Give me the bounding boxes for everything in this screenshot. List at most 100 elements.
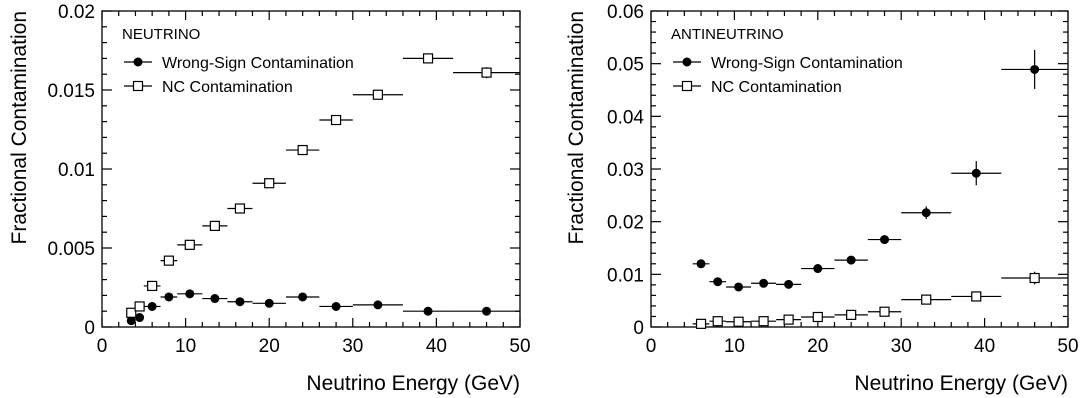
data-marker-open-square (846, 309, 857, 320)
y-tick-label: 0.04 (607, 107, 644, 128)
x-tick-label: 20 (259, 336, 280, 357)
data-point (453, 67, 520, 79)
data-point (801, 264, 835, 274)
data-point (177, 239, 203, 250)
y-tick-label: 0.02 (58, 2, 95, 23)
data-marker-filled-circle (331, 301, 341, 311)
data-point (901, 206, 952, 220)
data-marker-open-square (971, 291, 982, 302)
x-tick-label: 0 (646, 336, 657, 357)
data-marker-open-square (481, 67, 492, 78)
data-marker-open-square (681, 80, 693, 92)
data-point (202, 220, 228, 231)
x-axis-title: Neutrino Energy (GeV) (854, 372, 1068, 395)
x-tick-label: 30 (342, 336, 363, 357)
data-marker-open-square (921, 294, 932, 305)
panel-label: ANTINEUTRINO (671, 26, 784, 43)
data-marker-open-square (234, 203, 246, 214)
data-marker-open-square (330, 114, 342, 126)
x-tick-label: 50 (1057, 336, 1078, 357)
data-marker-open-square (733, 316, 744, 327)
data-point (319, 301, 353, 311)
data-marker-open-square (264, 178, 275, 189)
data-marker-open-square (132, 80, 144, 92)
x-tick-label: 10 (175, 336, 196, 357)
data-marker-filled-circle (734, 282, 744, 292)
data-marker-open-square (147, 280, 158, 292)
chart-panel-neutrino: 0 10 20 30 40 50 0 0.005 0.01 0.015 0.02 Neutrino E… (8, 2, 531, 395)
data-marker-filled-circle (210, 294, 220, 304)
data-point (352, 89, 403, 100)
data-marker-open-square (422, 53, 434, 64)
data-point (202, 294, 228, 304)
data-point (319, 114, 353, 126)
data-marker-open-square (184, 239, 195, 250)
x-tick-label: 40 (974, 336, 995, 357)
data-marker-open-square (1029, 272, 1040, 284)
data-point (177, 289, 203, 299)
y-tick-label: 0 (633, 318, 644, 339)
series-nc (126, 53, 520, 318)
data-point (692, 318, 710, 329)
data-marker-filled-circle (164, 292, 174, 302)
data-marker-open-square (712, 316, 723, 327)
data-point (160, 255, 178, 266)
series-wrong-sign (126, 289, 520, 326)
data-marker-open-square (372, 89, 383, 100)
data-point (834, 309, 868, 320)
data-point (834, 255, 868, 265)
x-tick-label: 10 (724, 336, 745, 357)
x-tick-label: 50 (509, 336, 530, 357)
x-tick-label: 30 (891, 336, 912, 357)
panel-label: NEUTRINO (122, 26, 200, 43)
data-point (867, 235, 902, 245)
x-axis-title: Neutrino Energy (GeV) (306, 372, 520, 395)
data-point (143, 280, 161, 292)
chart-panel-antineutrino: 0 10 20 30 40 50 0 0.01 0.02 0.03 0.04 0.05 0.06 Neut… (565, 2, 1079, 395)
data-point (134, 301, 145, 312)
data-marker-filled-circle (133, 57, 143, 67)
data-point (227, 297, 253, 307)
y-tick-label: 0.01 (607, 265, 644, 286)
data-point (709, 316, 727, 327)
data-marker-filled-circle (682, 57, 692, 67)
data-point (252, 178, 286, 189)
legend-entry: NC Contamination (124, 79, 293, 96)
data-marker-open-square (134, 301, 145, 312)
legend-label: NC Contamination (162, 79, 293, 96)
y-tick-label: 0.015 (47, 81, 95, 102)
data-marker-filled-circle (880, 235, 890, 245)
y-tick-label: 0.005 (47, 239, 95, 260)
data-point (126, 307, 137, 318)
data-marker-open-square (126, 307, 137, 318)
data-point (160, 292, 178, 302)
legend-label: NC Contamination (711, 79, 842, 96)
data-point (402, 53, 454, 64)
y-tick-label: 0.03 (607, 160, 644, 181)
data-point (801, 311, 835, 323)
data-point (709, 277, 727, 287)
data-point (726, 282, 752, 292)
y-tick-label: 0.02 (607, 213, 644, 234)
data-point (143, 301, 161, 311)
data-marker-open-square (163, 255, 174, 266)
data-point (1001, 49, 1068, 89)
data-marker-open-square (758, 316, 769, 327)
x-tick-label: 20 (807, 336, 828, 357)
data-point (402, 306, 454, 316)
data-point (285, 292, 320, 302)
series-nc (692, 271, 1068, 329)
data-marker-filled-circle (298, 292, 308, 302)
y-axis-title: Fractional Contamination (565, 11, 588, 244)
data-marker-filled-circle (696, 259, 706, 269)
data-marker-filled-circle (264, 298, 274, 308)
data-marker-filled-circle (813, 264, 823, 274)
data-point (453, 306, 520, 316)
y-tick-label: 0 (84, 318, 95, 339)
data-marker-filled-circle (373, 300, 383, 310)
data-point (751, 316, 777, 327)
y-axis-title: Fractional Contamination (8, 11, 31, 244)
y-tick-label: 0.01 (58, 160, 95, 181)
data-marker-filled-circle (784, 279, 794, 289)
data-point (726, 316, 752, 327)
